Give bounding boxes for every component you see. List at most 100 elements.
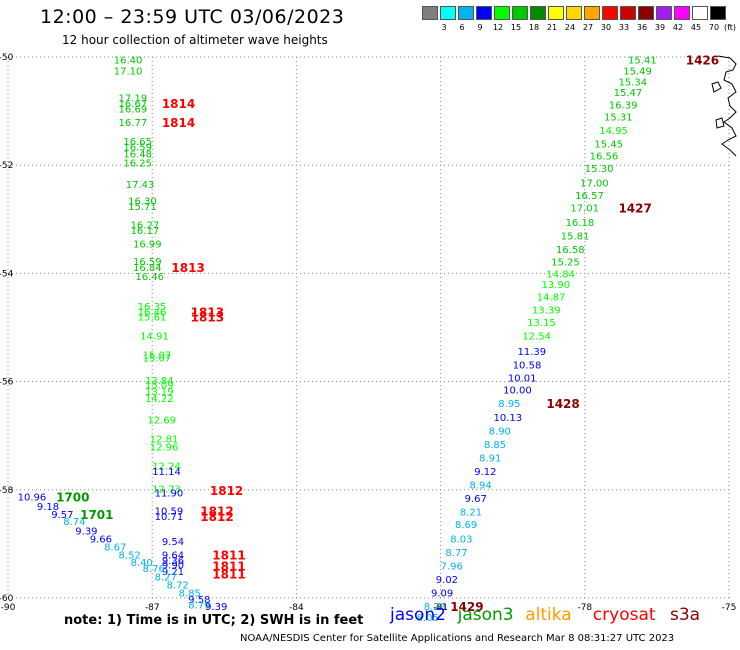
wave-height-value: 17.43 bbox=[126, 180, 155, 191]
wave-height-value: 8.77 bbox=[445, 548, 467, 559]
lat-tick-label: -54 bbox=[0, 269, 14, 279]
color-swatch bbox=[620, 6, 636, 20]
color-scale-label: 9 bbox=[477, 23, 483, 32]
axis-tick-labels: -90 -87 -84 -81 -78 -75 -50 -52 -54 -56 -58 -60 bbox=[0, 53, 736, 613]
pass-time-label: 1429 bbox=[450, 600, 483, 614]
wave-height-value: 9.09 bbox=[431, 589, 453, 600]
wave-height-value: 11.39 bbox=[518, 347, 547, 358]
wave-height-value: 16.59 bbox=[123, 142, 152, 153]
color-scale-label: 21 bbox=[546, 23, 558, 32]
wave-height-value: 9.12 bbox=[474, 467, 496, 478]
satellite-label-jason3: jason3 bbox=[457, 605, 514, 625]
color-scale-label: 27 bbox=[582, 23, 594, 32]
color-swatch bbox=[458, 6, 474, 20]
wave-height-value: 8.90 bbox=[489, 426, 511, 437]
wave-height-value: 16.58 bbox=[556, 245, 585, 256]
pass-time-label: 1812 bbox=[210, 484, 243, 498]
satellite-label-cryosat: cryosat bbox=[592, 605, 656, 625]
wave-height-value: 8.94 bbox=[469, 480, 491, 491]
wave-height-value: 15.81 bbox=[561, 232, 590, 243]
wave-height-value: 15.34 bbox=[618, 77, 647, 88]
wave-height-value: 9.66 bbox=[90, 534, 112, 545]
wave-height-value: 8.76 bbox=[143, 564, 165, 575]
color-scale-label: 70 bbox=[708, 23, 720, 32]
wave-height-value: 12.54 bbox=[522, 332, 551, 343]
wave-height-value: 16.77 bbox=[119, 118, 148, 129]
color-swatch bbox=[476, 6, 492, 20]
color-scale-unit: (ft) bbox=[723, 23, 737, 32]
color-swatch bbox=[674, 6, 690, 20]
color-scale-label: 33 bbox=[618, 23, 630, 32]
lat-tick-label: -56 bbox=[0, 378, 14, 388]
color-scale-label: 39 bbox=[654, 23, 666, 32]
wave-height-value: 11.14 bbox=[152, 467, 181, 478]
color-swatch bbox=[422, 6, 438, 20]
wave-height-value: 8.67 bbox=[104, 543, 126, 554]
wave-height-value: 15.07 bbox=[143, 353, 172, 364]
wave-height-value: 8.95 bbox=[498, 399, 520, 410]
color-swatch bbox=[530, 6, 546, 20]
wave-height-value: 13.19 bbox=[145, 387, 174, 398]
wave-height-value: 9.90 bbox=[162, 560, 184, 571]
color-swatch bbox=[512, 6, 528, 20]
wave-height-value: 16.25 bbox=[123, 158, 152, 169]
color-scale-label: 24 bbox=[564, 23, 576, 32]
wave-height-value: 8.72 bbox=[167, 580, 189, 591]
color-scale-label: 42 bbox=[672, 23, 684, 32]
wave-height-value: 10.58 bbox=[513, 360, 542, 371]
wave-height-value: 15.61 bbox=[138, 313, 167, 324]
map-grid bbox=[7, 56, 730, 599]
wave-height-value: 12.24 bbox=[152, 461, 181, 472]
wave-height-value: 16.48 bbox=[123, 149, 152, 160]
wave-height-value: 9.39 bbox=[75, 526, 97, 537]
wave-height-value: 16.59 bbox=[133, 257, 162, 268]
wave-height-value: 14.22 bbox=[145, 394, 174, 405]
pass-time-label: 1811 bbox=[212, 568, 245, 582]
pass-time-label: 1811 bbox=[212, 560, 245, 574]
wave-height-value: 12.69 bbox=[147, 415, 176, 426]
wave-height-value: 15.41 bbox=[628, 56, 657, 67]
lon-tick-label: -87 bbox=[145, 603, 160, 613]
wave-height-value: 13.39 bbox=[532, 306, 561, 317]
wave-height-value: 8.05 bbox=[417, 613, 439, 624]
wave-height-value: 16.65 bbox=[123, 137, 152, 148]
wave-height-value: 9.57 bbox=[51, 510, 73, 521]
wave-height-value: 15.71 bbox=[128, 202, 157, 213]
map-title: 12:00 – 23:59 UTC 03/06/2023 bbox=[40, 6, 345, 28]
lat-tick-label: -58 bbox=[0, 486, 14, 496]
color-scale-label: 36 bbox=[636, 23, 648, 32]
wave-height-value: 15.45 bbox=[594, 140, 623, 151]
wave-height-value: 7.96 bbox=[441, 562, 463, 573]
lat-tick-label: -50 bbox=[0, 53, 14, 63]
color-swatch bbox=[656, 6, 672, 20]
wave-height-value: 15.47 bbox=[614, 88, 643, 99]
wave-height-value: 15.09 bbox=[145, 380, 174, 391]
pass-time-label: 1813 bbox=[191, 305, 224, 319]
footer-credit: NOAA/NESDIS Center for Satellite Applica… bbox=[240, 633, 675, 644]
lon-tick-label: -84 bbox=[289, 603, 304, 613]
wave-height-value: 15.31 bbox=[604, 113, 633, 124]
lat-tick-label: -60 bbox=[0, 594, 14, 604]
color-scale-label: 45 bbox=[690, 23, 702, 32]
wave-height-value: 10.13 bbox=[493, 413, 522, 424]
pass-time-label: 1811 bbox=[212, 549, 245, 563]
color-swatch bbox=[692, 6, 708, 20]
wave-height-value: 16.18 bbox=[566, 218, 595, 229]
wave-height-value: 17.01 bbox=[570, 203, 599, 214]
wave-height-value: 8.52 bbox=[119, 551, 141, 562]
wave-height-value: 16.67 bbox=[119, 99, 148, 110]
coastline-island-small bbox=[711, 81, 725, 129]
wave-height-value: 10.59 bbox=[155, 506, 184, 517]
wave-height-value: 16.17 bbox=[131, 226, 160, 237]
wave-height-value: 17.00 bbox=[580, 179, 609, 190]
wave-height-value: 9.39 bbox=[205, 602, 227, 613]
pass-time-label: 1700 bbox=[56, 490, 89, 504]
wave-height-value: 10.01 bbox=[508, 373, 537, 384]
wave-height-value: 8.03 bbox=[450, 534, 472, 545]
wave-height-value: 13.15 bbox=[527, 318, 556, 329]
color-swatch bbox=[638, 6, 654, 20]
wave-height-value: 13.90 bbox=[542, 280, 571, 291]
wave-height-value: 14.95 bbox=[599, 126, 628, 137]
wave-height-value: 8.85 bbox=[484, 440, 506, 451]
